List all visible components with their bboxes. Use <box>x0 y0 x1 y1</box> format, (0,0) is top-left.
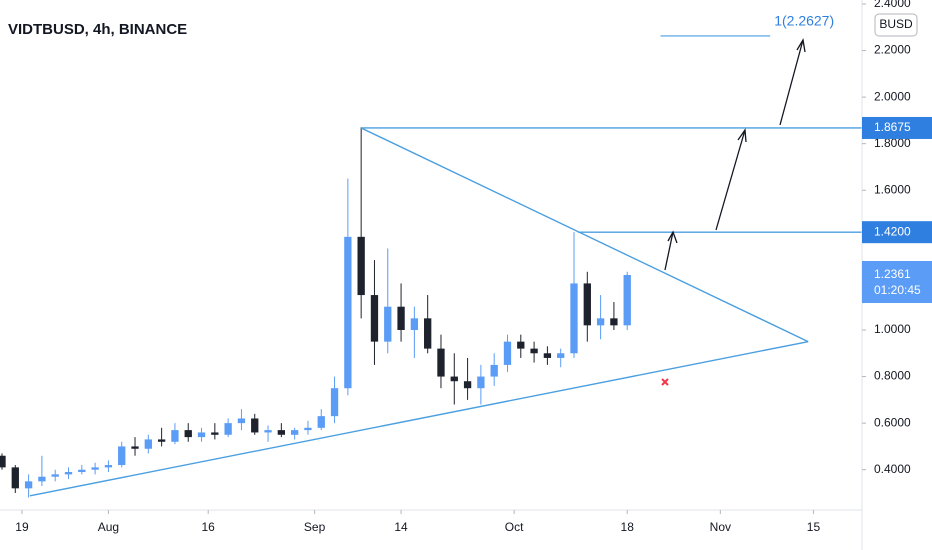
candle-body <box>543 353 552 358</box>
x-tick-label: Oct <box>505 520 524 534</box>
candle-body <box>24 481 33 489</box>
y-tick-label: 1.8000 <box>874 136 911 150</box>
last-price-label: 1.2361 <box>874 267 911 281</box>
x-tick-label: Nov <box>710 520 731 534</box>
candle-body <box>78 469 86 473</box>
y-tick-label: 0.4000 <box>874 462 911 476</box>
x-tick-label: 16 <box>202 520 216 534</box>
x-tick-label: 14 <box>394 520 408 534</box>
candle-body <box>583 283 591 326</box>
candle-body <box>517 341 525 349</box>
candle-body <box>144 439 152 449</box>
candle-body <box>157 439 166 442</box>
trendline <box>29 340 809 497</box>
candle-body <box>357 236 365 296</box>
x-tick-label: 15 <box>807 520 821 534</box>
candle-body <box>131 446 139 449</box>
target-label: 1(2.2627) <box>774 13 834 29</box>
y-tick-label: 2.2000 <box>874 43 911 57</box>
y-tick-label: 0.8000 <box>874 369 911 383</box>
arrow-head <box>667 230 678 244</box>
candle-body <box>610 318 618 326</box>
candle-body <box>224 423 232 435</box>
countdown-label: 01:20:45 <box>874 283 921 297</box>
candle-body <box>118 446 126 466</box>
candle-body <box>477 376 485 389</box>
level-tag <box>862 221 932 244</box>
candle-body <box>570 283 578 354</box>
candle-body <box>197 432 206 438</box>
level-tag-label: 1.8675 <box>874 120 911 134</box>
stop-marker <box>661 378 669 386</box>
candle-body <box>277 430 286 435</box>
candle-body <box>490 364 498 377</box>
candle-body <box>211 432 219 435</box>
candle-body <box>251 418 259 433</box>
currency-label[interactable]: BUSD <box>879 17 913 31</box>
y-tick-label: 2.0000 <box>874 89 911 103</box>
arrows <box>664 38 806 271</box>
arrow <box>779 39 804 126</box>
candle-body <box>424 318 432 349</box>
candle-body <box>317 416 325 428</box>
x-tick-label: Sep <box>304 520 326 534</box>
candle-body <box>437 348 445 377</box>
chart-title: VIDTBUSD, 4h, BINANCE <box>8 21 187 38</box>
candle-body <box>397 306 405 330</box>
candle-body <box>51 474 59 477</box>
candle-body <box>290 430 299 435</box>
stop-x <box>661 378 669 386</box>
y-tick-label: 1.6000 <box>874 182 911 196</box>
candle-body <box>184 430 192 438</box>
x-tick-label: Aug <box>98 520 119 534</box>
currency-box[interactable] <box>874 13 918 37</box>
candle-body <box>463 381 472 389</box>
candle-body <box>304 427 312 431</box>
trendline <box>360 127 809 343</box>
candle-body <box>64 472 73 475</box>
candle-body <box>237 418 246 424</box>
candle-body <box>450 376 458 382</box>
arrow <box>715 129 746 231</box>
x-tick-label: 18 <box>621 520 635 534</box>
candle-body <box>11 467 19 489</box>
y-tick-label: 2.4000 <box>874 0 911 10</box>
candle-body <box>530 348 538 354</box>
arrow-head <box>796 38 806 53</box>
candle-body <box>104 465 113 468</box>
level-tag-label: 1.4200 <box>874 224 911 238</box>
y-tick-label: 0.6000 <box>874 415 911 429</box>
candle-body <box>370 295 379 342</box>
y-tick-label: 1.0000 <box>874 322 911 336</box>
candle-body <box>344 236 352 389</box>
candle-body <box>384 306 392 342</box>
candle-body <box>623 275 631 326</box>
arrow-head <box>737 128 747 143</box>
candle-body <box>596 318 605 326</box>
candle-body <box>91 467 99 470</box>
candle-body <box>171 430 179 442</box>
candle-body <box>330 388 339 417</box>
candle-body <box>0 455 6 468</box>
x-tick-label: 19 <box>15 520 29 534</box>
arrow <box>664 231 674 271</box>
candle-body <box>264 430 272 433</box>
candle-body <box>557 353 565 358</box>
candle-body <box>410 318 419 330</box>
level-tag <box>862 116 932 139</box>
candle-body <box>38 476 46 482</box>
plot-area <box>0 35 862 498</box>
last-price-tag <box>862 261 932 304</box>
candle-body <box>503 341 512 365</box>
